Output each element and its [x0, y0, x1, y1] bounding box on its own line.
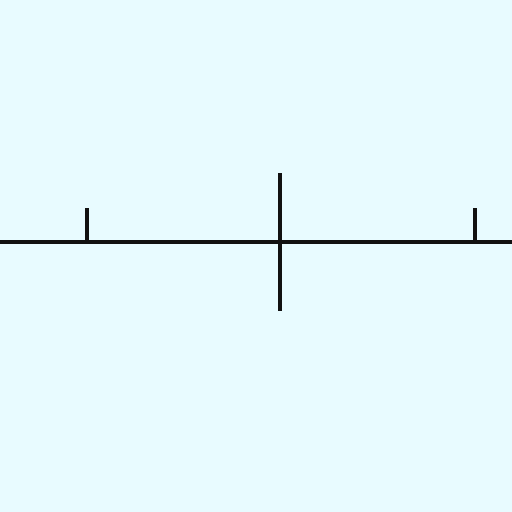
diagram-canvas — [0, 173, 512, 311]
diagram-svg — [0, 173, 512, 311]
